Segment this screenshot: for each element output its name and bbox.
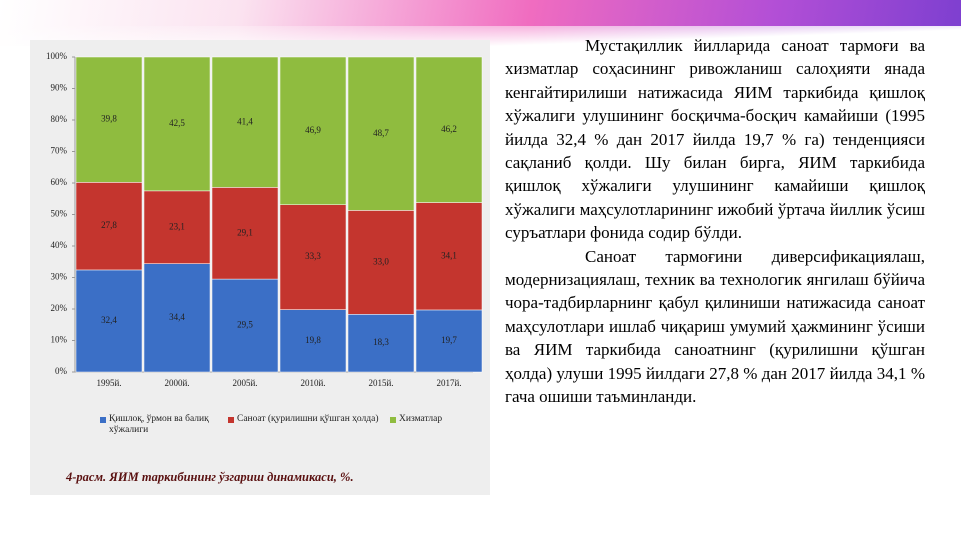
legend-label: Қишлоқ, ўрмон ва балиқ хўжалиги (109, 414, 209, 435)
legend-label: Хизматлар (399, 414, 443, 424)
bar-segment (75, 269, 143, 373)
legend-swatch (390, 417, 396, 423)
y-tick-label: 70% (51, 146, 68, 156)
y-tick-label: 30% (51, 272, 68, 282)
x-tick-label: 2000й. (164, 378, 189, 388)
value-label: 18,3 (373, 337, 389, 347)
y-tick-label: 50% (51, 209, 68, 219)
bar-segment (143, 190, 211, 264)
bar-segment (143, 56, 211, 192)
legend-label: Саноат (қурилишни қўшган ҳолда) (237, 414, 379, 424)
legend-swatch (100, 417, 106, 423)
bar-segment (143, 263, 211, 373)
y-tick-label: 80% (51, 114, 68, 124)
value-label: 46,2 (441, 124, 457, 134)
value-label: 34,1 (441, 250, 457, 260)
paragraph: Мустақиллик йилларида саноат тармоғи ва … (505, 36, 925, 243)
value-label: 19,7 (441, 335, 457, 345)
bar-segment (347, 210, 415, 315)
bar-segment (347, 56, 415, 211)
bar-segment (415, 202, 483, 311)
value-label: 46,9 (305, 125, 321, 135)
bar-segment (279, 204, 347, 310)
bar-segment (75, 56, 143, 183)
bar-segment (415, 56, 483, 203)
bar-segment (211, 278, 279, 373)
y-tick-label: 20% (51, 303, 68, 313)
y-tick-label: 10% (51, 335, 68, 345)
bar-segment (415, 309, 483, 373)
paragraph: Саноат тармоғини диверсификациялаш, моде… (505, 246, 925, 407)
value-label: 29,1 (237, 227, 253, 237)
bar-segment (211, 56, 279, 188)
bar-segment (75, 182, 143, 271)
bar-segment (211, 187, 279, 280)
value-label: 39,8 (101, 114, 117, 124)
x-tick-label: 1995й. (96, 378, 121, 388)
y-tick-label: 90% (51, 83, 68, 93)
y-tick-label: 40% (51, 240, 68, 250)
value-label: 32,4 (101, 315, 117, 325)
value-label: 19,8 (305, 335, 321, 345)
caption: 4-расм. ЯИМ таркибининг ўзгариш динамика… (66, 470, 354, 484)
x-tick-label: 2017й. (436, 378, 461, 388)
value-label: 33,3 (305, 251, 321, 261)
value-label: 23,1 (169, 221, 185, 231)
bar-segment (347, 314, 415, 373)
y-tick-label: 60% (51, 177, 68, 187)
x-tick-label: 2015й. (368, 378, 393, 388)
x-tick-label: 2010й. (300, 378, 325, 388)
text-body: Мустақиллик йилларида саноат тармоғи ва … (505, 34, 925, 409)
value-label: 33,0 (373, 256, 389, 266)
y-tick-label: 100% (46, 51, 68, 61)
y-tick-label: 0% (55, 366, 68, 376)
value-label: 41,4 (237, 116, 253, 126)
bar-segment (279, 56, 347, 205)
value-label: 29,5 (237, 320, 253, 330)
legend-swatch (228, 417, 234, 423)
value-label: 48,7 (373, 128, 389, 138)
value-label: 27,8 (101, 220, 117, 230)
bar-segment (279, 309, 347, 373)
value-label: 42,5 (169, 118, 185, 128)
value-label: 34,4 (169, 312, 185, 322)
x-tick-label: 2005й. (232, 378, 257, 388)
